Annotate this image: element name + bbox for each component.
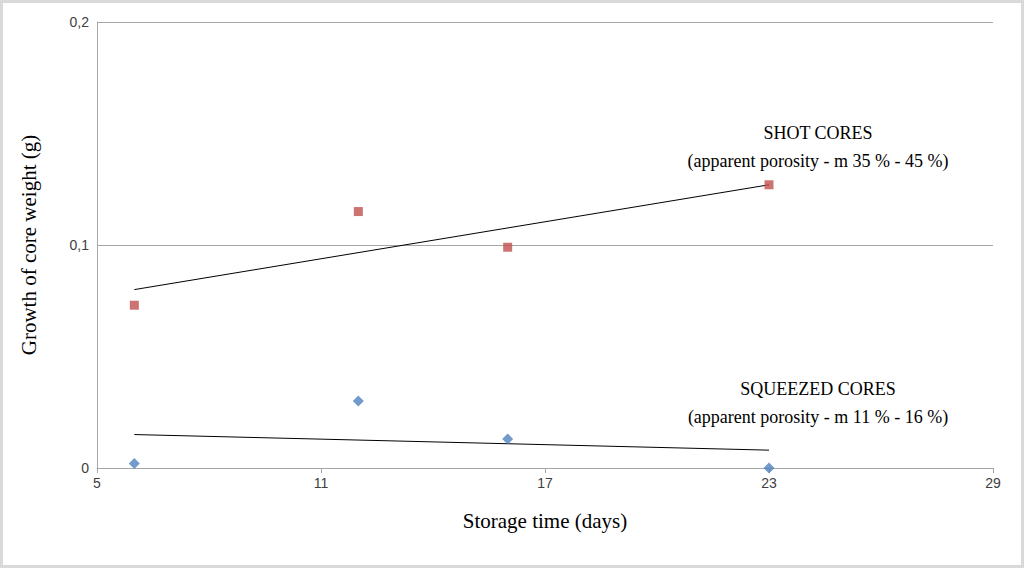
svg-text:0,2: 0,2	[70, 14, 90, 30]
svg-text:SHOT CORES: SHOT CORES	[763, 123, 872, 143]
svg-text:0,1: 0,1	[70, 237, 90, 253]
svg-text:29: 29	[985, 475, 1001, 491]
svg-text:(apparent porosity - m 11 % -: (apparent porosity - m 11 % - 16 %)	[688, 407, 948, 428]
svg-text:17: 17	[537, 475, 553, 491]
svg-text:5: 5	[93, 475, 101, 491]
svg-text:0: 0	[81, 460, 89, 476]
svg-text:23: 23	[761, 475, 777, 491]
svg-text:(apparent porosity - m 35 % -: (apparent porosity - m 35 % - 45 %)	[688, 151, 949, 172]
svg-text:Growth of core weight (g): Growth of core weight (g)	[17, 135, 41, 355]
svg-text:SQUEEZED CORES: SQUEEZED CORES	[740, 379, 896, 399]
svg-text:Storage time (days): Storage time (days)	[463, 509, 627, 533]
svg-text:11: 11	[314, 475, 329, 491]
